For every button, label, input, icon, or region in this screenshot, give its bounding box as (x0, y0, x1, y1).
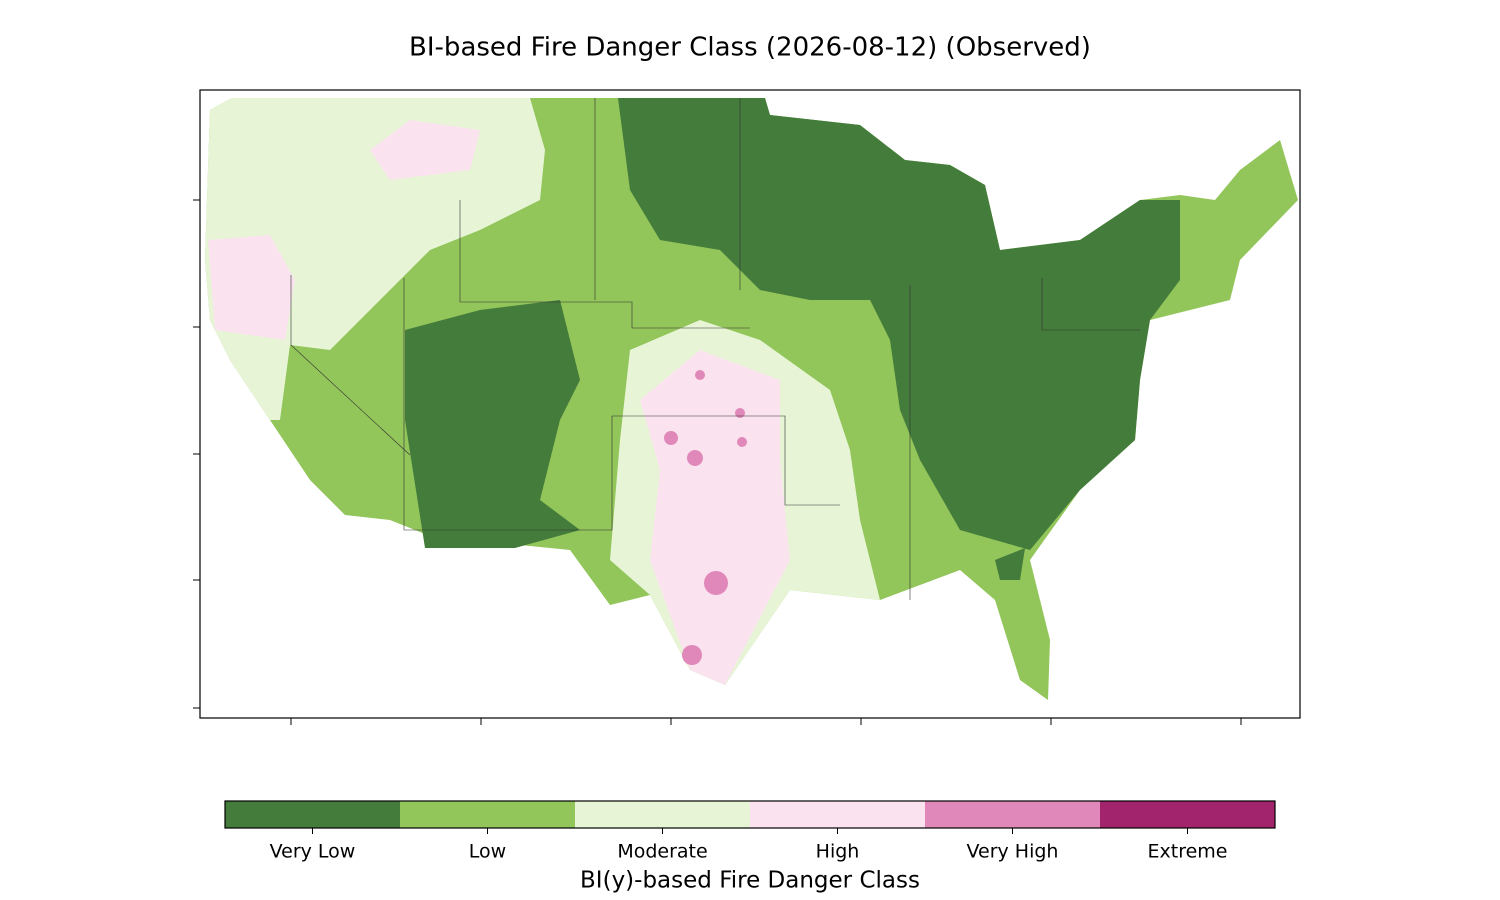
colorbar-tick-label: High (816, 841, 860, 863)
region (737, 437, 747, 447)
colorbar-tick-label: Very Low (270, 841, 356, 863)
map-title: BI-based Fire Danger Class (2026-08-12) … (409, 33, 1091, 63)
region (735, 408, 745, 418)
colorbar-tick-label: Extreme (1148, 841, 1228, 863)
colorbar-frame (224, 800, 1276, 829)
region (695, 370, 705, 380)
region (618, 98, 1180, 550)
region (704, 571, 728, 595)
region (640, 350, 790, 685)
region (687, 450, 703, 466)
map-frame (199, 89, 1301, 719)
region (370, 120, 480, 180)
colorbar: Very Low Low Moderate High Very High Extreme (224, 800, 1276, 863)
colorbar-tick-label: Very High (967, 841, 1059, 863)
axis-ticks (193, 199, 1242, 725)
region (995, 548, 1025, 580)
state-borders (290, 98, 1140, 600)
region (405, 300, 580, 548)
colorbar-label: BI(y)-based Fire Danger Class (580, 868, 920, 894)
colorbar-segment (225, 801, 400, 828)
region (682, 645, 702, 665)
region (205, 98, 545, 420)
colorbar-segment (575, 801, 750, 828)
region (208, 235, 295, 340)
colorbar-segment (400, 801, 575, 828)
map (205, 98, 1298, 700)
colorbar-tick-label: Moderate (617, 841, 707, 863)
colorbar-segment (750, 801, 925, 828)
colorbar-tick-label: Low (469, 841, 506, 863)
region (664, 431, 678, 445)
colorbar-segment (925, 801, 1100, 828)
colorbar-segment (1100, 801, 1275, 828)
